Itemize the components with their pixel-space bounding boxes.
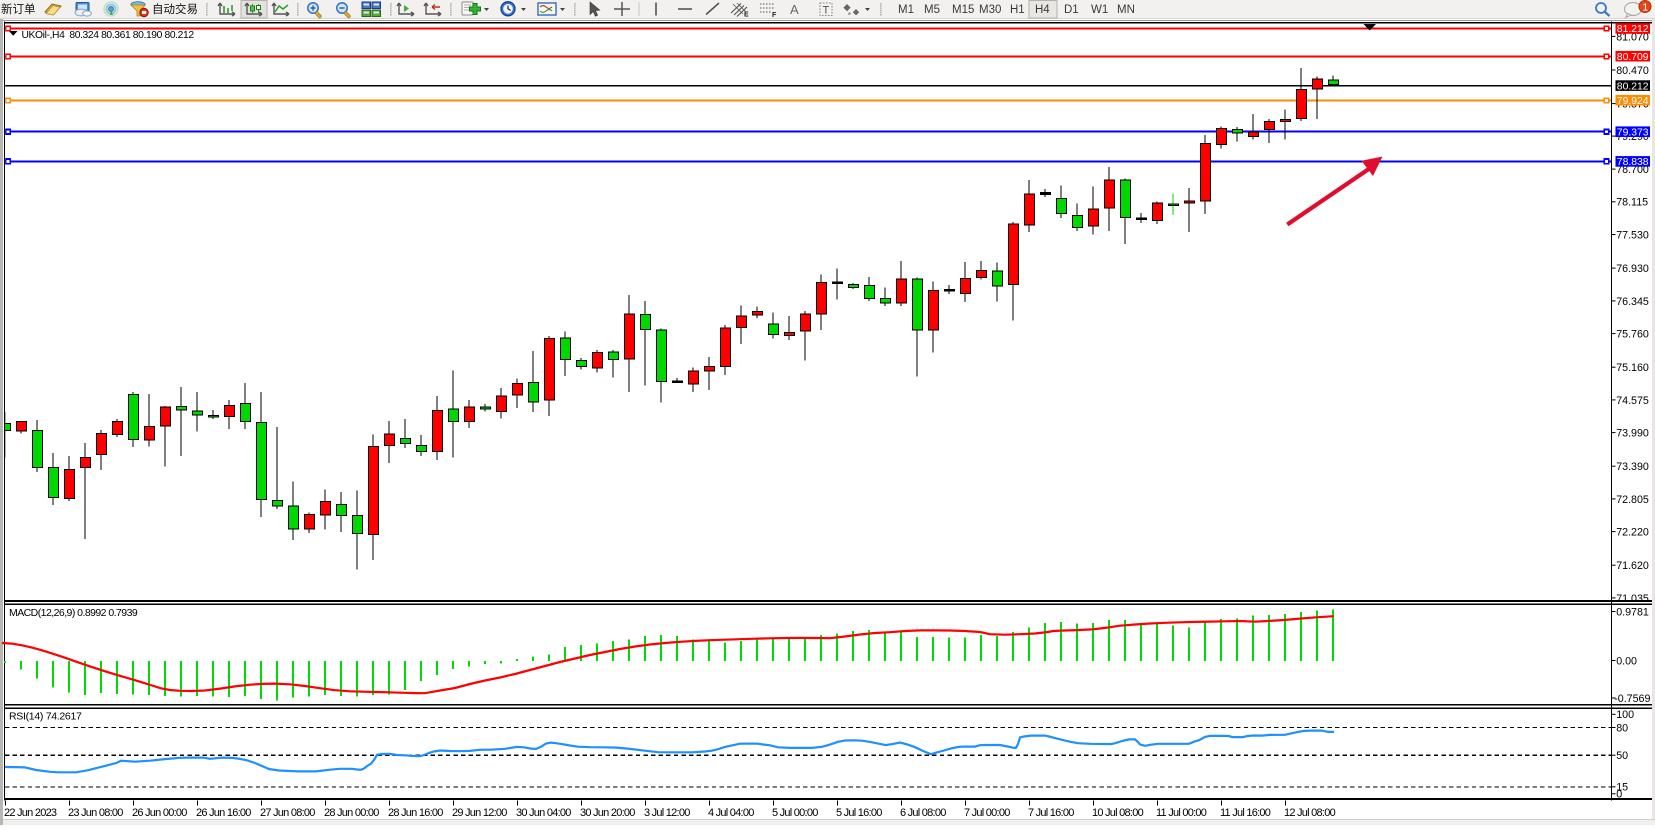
svg-text:75.160: 75.160 [1616, 362, 1649, 374]
svg-text:50: 50 [1616, 750, 1628, 762]
svg-text:30 Jun 20:00: 30 Jun 20:00 [580, 807, 635, 819]
svg-text:M5: M5 [924, 4, 940, 16]
svg-text:7 Jul 16:00: 7 Jul 16:00 [1028, 807, 1074, 819]
svg-text:26 Jun 00:00: 26 Jun 00:00 [132, 807, 187, 819]
svg-text:D1: D1 [1064, 4, 1079, 16]
svg-text:T: T [823, 5, 830, 17]
svg-text:22 Jun 2023: 22 Jun 2023 [4, 807, 57, 819]
svg-text:78.115: 78.115 [1616, 197, 1648, 209]
svg-text:80: 80 [1616, 722, 1628, 734]
svg-text:10 Jul 08:00: 10 Jul 08:00 [1092, 807, 1144, 819]
svg-text:W1: W1 [1091, 4, 1108, 16]
svg-text:15: 15 [1616, 782, 1628, 794]
svg-text:78.838: 78.838 [1617, 157, 1649, 168]
svg-text:11 Jul 00:00: 11 Jul 00:00 [1156, 807, 1207, 819]
svg-text:26 Jun 16:00: 26 Jun 16:00 [196, 807, 251, 819]
svg-text:MN: MN [1117, 4, 1135, 16]
svg-text:76.345: 76.345 [1616, 296, 1649, 308]
svg-text:A: A [790, 2, 799, 17]
svg-text:27 Jun 08:00: 27 Jun 08:00 [260, 807, 315, 819]
svg-text:72.805: 72.805 [1616, 494, 1649, 506]
svg-text:E: E [744, 12, 749, 19]
svg-text:0: 0 [1616, 789, 1622, 801]
svg-text:F: F [772, 12, 777, 19]
svg-text:4 Jul 04:00: 4 Jul 04:00 [708, 807, 754, 819]
svg-text:12 Jul 08:00: 12 Jul 08:00 [1284, 807, 1336, 819]
svg-text:M15: M15 [952, 4, 974, 16]
svg-text:79.924: 79.924 [1617, 96, 1649, 107]
svg-text:72.220: 72.220 [1616, 527, 1649, 539]
svg-text:H1: H1 [1010, 4, 1025, 16]
svg-text:73.990: 73.990 [1616, 428, 1649, 440]
svg-text:100: 100 [1616, 709, 1634, 721]
svg-text:74.575: 74.575 [1616, 395, 1649, 407]
svg-text:1: 1 [1642, 2, 1648, 14]
svg-text:80.470: 80.470 [1616, 65, 1649, 77]
svg-text:71.620: 71.620 [1616, 560, 1649, 572]
svg-text:5 Jul 16:00: 5 Jul 16:00 [836, 807, 882, 819]
svg-text:11 Jul 16:00: 11 Jul 16:00 [1220, 807, 1271, 819]
svg-text:73.390: 73.390 [1616, 461, 1649, 473]
svg-text:81.070: 81.070 [1616, 31, 1649, 43]
svg-text:M30: M30 [979, 4, 1001, 16]
svg-text:7 Jul 00:00: 7 Jul 00:00 [964, 807, 1010, 819]
svg-text:81.212: 81.212 [1617, 24, 1649, 35]
svg-text:80.709: 80.709 [1617, 52, 1649, 63]
svg-text:28 Jun 00:00: 28 Jun 00:00 [324, 807, 379, 819]
svg-text:H4: H4 [1035, 4, 1050, 16]
svg-text:28 Jun 16:00: 28 Jun 16:00 [388, 807, 443, 819]
svg-text:80.212: 80.212 [1617, 81, 1649, 92]
svg-text:79.373: 79.373 [1617, 127, 1649, 138]
svg-text:-0.7569: -0.7569 [1614, 693, 1650, 705]
svg-text:3 Jul 12:00: 3 Jul 12:00 [644, 807, 690, 819]
svg-text:23 Jun 08:00: 23 Jun 08:00 [68, 807, 123, 819]
svg-text:5 Jul 00:00: 5 Jul 00:00 [772, 807, 818, 819]
svg-text:78.700: 78.700 [1616, 164, 1649, 176]
svg-text:6 Jul 08:00: 6 Jul 08:00 [900, 807, 946, 819]
svg-text:75.760: 75.760 [1616, 329, 1649, 341]
svg-text:71.035: 71.035 [1616, 593, 1649, 605]
svg-text:30 Jun 04:00: 30 Jun 04:00 [516, 807, 571, 819]
svg-text:自动交易: 自动交易 [152, 2, 198, 16]
svg-text:0.9781: 0.9781 [1616, 606, 1649, 618]
svg-text:76.930: 76.930 [1616, 263, 1649, 275]
svg-text:77.530: 77.530 [1616, 229, 1649, 241]
svg-text:MACD(12,26,9) 0.8992 0.7939: MACD(12,26,9) 0.8992 0.7939 [9, 607, 138, 619]
svg-text:UKOil-,H4 80.324 80.361 80.19: UKOil-,H4 80.324 80.361 80.190 80.212 [22, 30, 195, 41]
svg-text:M1: M1 [898, 4, 914, 16]
svg-text:新订单: 新订单 [1, 2, 36, 16]
svg-text:0.00: 0.00 [1616, 655, 1637, 667]
svg-text:RSI(14) 74.2617: RSI(14) 74.2617 [9, 711, 82, 723]
svg-text:29 Jun 12:00: 29 Jun 12:00 [452, 807, 507, 819]
